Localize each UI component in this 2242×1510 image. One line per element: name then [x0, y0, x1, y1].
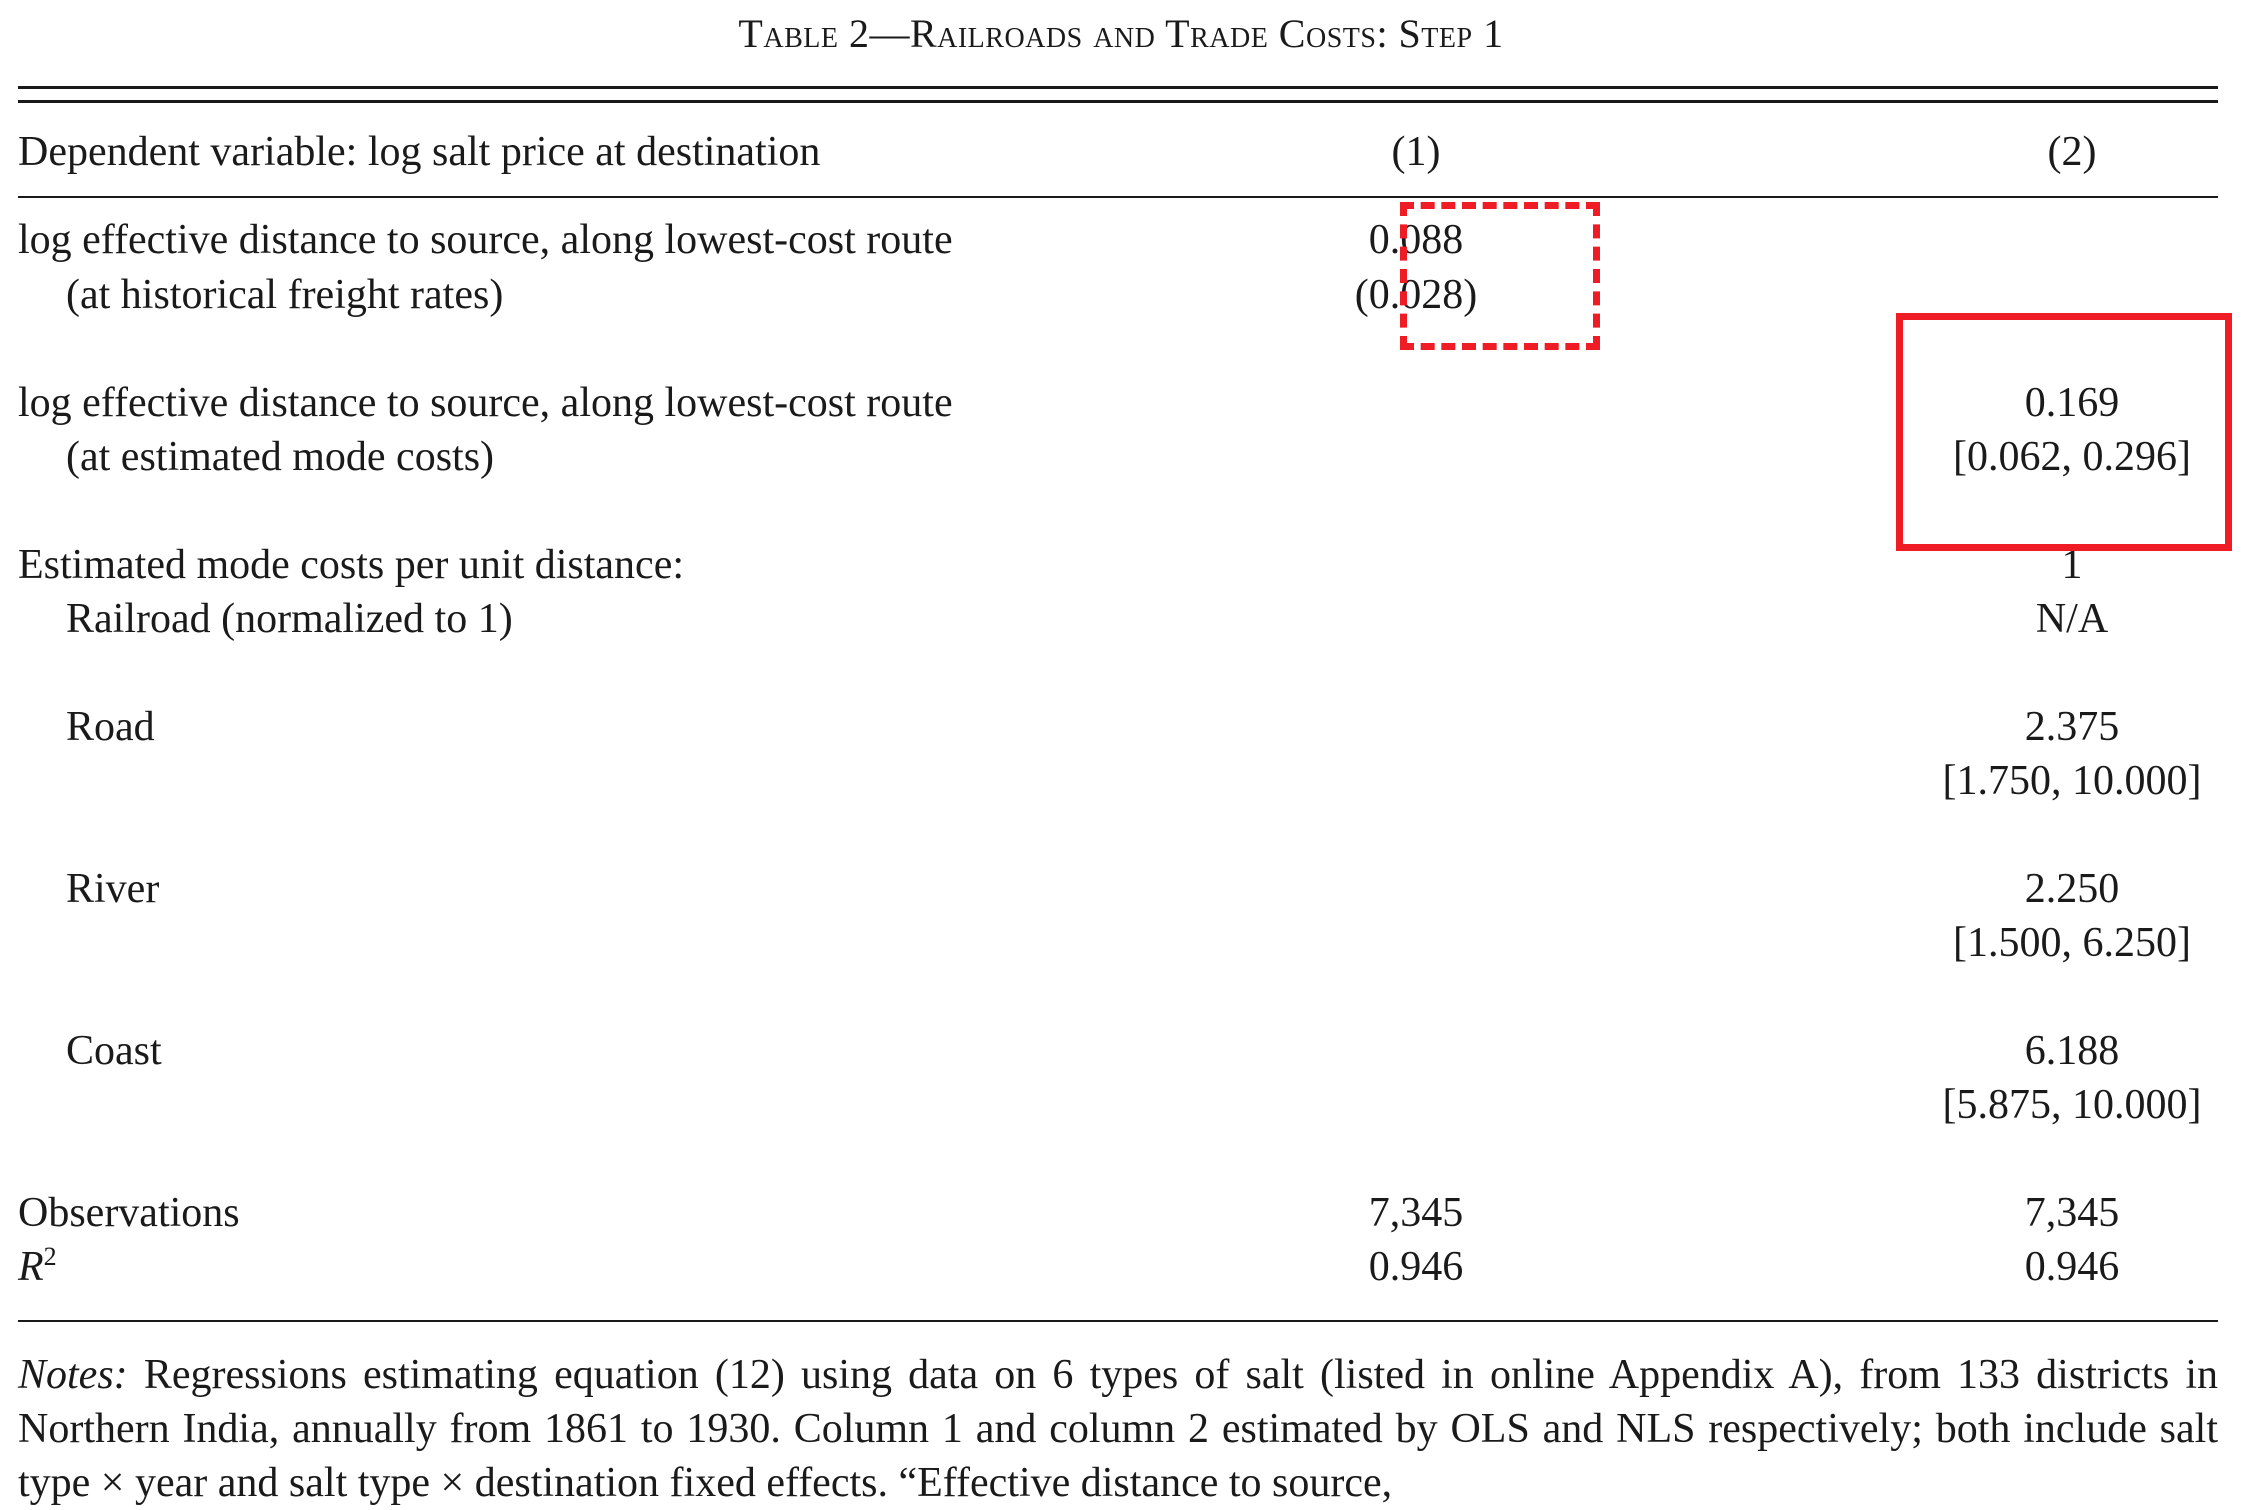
bottom-rule [18, 1320, 2218, 1322]
estimated-confidence-interval: [0.062, 0.296] [1953, 434, 2191, 480]
railroad-interval: N/A [2035, 596, 2109, 642]
historical-distance-sublabel: (at historical freight rates) [66, 272, 504, 318]
solid-highlight-box [1896, 313, 2232, 551]
top-rule-lower [18, 100, 2218, 103]
railroad-label: Railroad (normalized to 1) [66, 596, 513, 642]
road-value: 2.375 [2024, 704, 2120, 750]
r-squared-column-2: 0.946 [2024, 1244, 2120, 1290]
coast-value: 6.188 [2024, 1028, 2120, 1074]
river-label: River [66, 866, 160, 912]
coast-interval: [5.875, 10.000] [1942, 1082, 2202, 1128]
observations-label: Observations [18, 1190, 240, 1236]
table-title: Table 2—Railroads and Trade Costs: Step … [738, 11, 1504, 56]
historical-distance-label: log effective distance to source, along … [18, 217, 953, 263]
road-interval: [1.750, 10.000] [1942, 758, 2202, 804]
estimated-distance-sublabel: (at estimated mode costs) [66, 434, 495, 480]
column-1-header: (1) [1391, 129, 1441, 175]
r-squared-label: R2 [18, 1242, 57, 1292]
observations-column-1: 7,345 [1368, 1190, 1464, 1236]
notes-text: Regressions estimating equation (12) usi… [18, 1352, 2218, 1506]
dashed-highlight-box [1400, 202, 1600, 350]
header-rule [18, 196, 2218, 198]
estimated-distance-label: log effective distance to source, along … [18, 380, 953, 426]
river-value: 2.250 [2024, 866, 2120, 912]
historical-standard-error: (0.028) [1354, 272, 1478, 318]
top-rule-upper [18, 86, 2218, 89]
river-interval: [1.500, 6.250] [1953, 920, 2191, 966]
estimated-coefficient: 0.169 [2024, 380, 2120, 426]
coast-label: Coast [66, 1028, 162, 1074]
r-squared-base: R [18, 1244, 44, 1290]
mode-costs-heading: Estimated mode costs per unit distance: [18, 542, 685, 588]
observations-column-2: 7,345 [2024, 1190, 2120, 1236]
dependent-variable-label: Dependent variable: log salt price at de… [18, 129, 821, 175]
historical-coefficient: 0.088 [1368, 217, 1464, 263]
column-2-header: (2) [2047, 129, 2097, 175]
r-squared-column-1: 0.946 [1368, 1244, 1464, 1290]
r-squared-superscript: 2 [43, 1242, 57, 1271]
road-label: Road [66, 704, 155, 750]
table-notes: Notes: Regressions estimating equation (… [18, 1348, 2218, 1510]
notes-label: Notes: [18, 1352, 128, 1398]
railroad-value: 1 [2061, 542, 2083, 588]
